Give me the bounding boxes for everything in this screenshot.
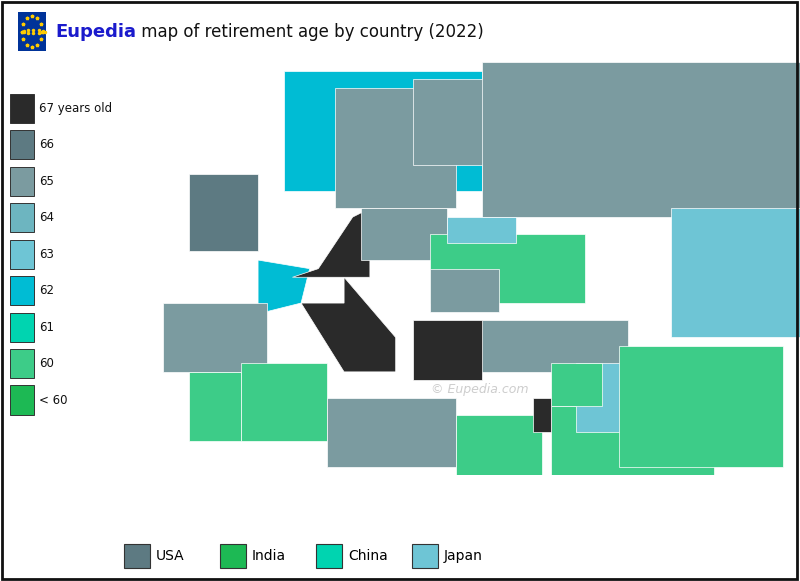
- Polygon shape: [482, 62, 800, 217]
- Polygon shape: [447, 217, 516, 243]
- Bar: [316, 544, 342, 568]
- Polygon shape: [335, 88, 456, 209]
- Polygon shape: [550, 363, 602, 406]
- Text: Japan: Japan: [444, 549, 483, 563]
- Polygon shape: [198, 260, 310, 311]
- Text: 60: 60: [39, 357, 54, 370]
- Text: 63: 63: [39, 248, 54, 261]
- Polygon shape: [362, 209, 447, 260]
- Polygon shape: [413, 80, 516, 166]
- Polygon shape: [576, 363, 654, 432]
- Bar: [220, 544, 246, 568]
- Polygon shape: [163, 303, 266, 372]
- Text: 66: 66: [39, 138, 54, 151]
- Bar: [124, 544, 150, 568]
- Polygon shape: [301, 277, 396, 372]
- Polygon shape: [430, 268, 499, 311]
- Bar: [412, 544, 438, 568]
- Text: Eupedia: Eupedia: [55, 23, 136, 41]
- Text: © Eupedia.com: © Eupedia.com: [431, 383, 529, 396]
- Polygon shape: [465, 320, 628, 372]
- Text: 65: 65: [39, 175, 54, 188]
- Text: USA: USA: [156, 549, 185, 563]
- Text: < 60: < 60: [39, 393, 68, 407]
- Polygon shape: [190, 174, 258, 252]
- Bar: [18, 12, 46, 51]
- Polygon shape: [284, 71, 482, 191]
- Text: 67 years old: 67 years old: [39, 102, 112, 115]
- Text: India: India: [252, 549, 286, 563]
- Polygon shape: [241, 363, 327, 441]
- Polygon shape: [619, 346, 782, 467]
- Polygon shape: [293, 209, 370, 277]
- Polygon shape: [430, 234, 585, 303]
- Polygon shape: [671, 209, 800, 338]
- Text: 64: 64: [39, 211, 54, 224]
- Text: 62: 62: [39, 284, 54, 297]
- Polygon shape: [327, 397, 456, 467]
- Text: 61: 61: [39, 321, 54, 333]
- Polygon shape: [550, 406, 714, 544]
- Polygon shape: [413, 320, 482, 381]
- Text: China: China: [348, 549, 388, 563]
- Text: map of retirement age by country (2022): map of retirement age by country (2022): [136, 23, 483, 41]
- Polygon shape: [456, 415, 542, 492]
- Polygon shape: [190, 372, 241, 441]
- Polygon shape: [534, 397, 550, 432]
